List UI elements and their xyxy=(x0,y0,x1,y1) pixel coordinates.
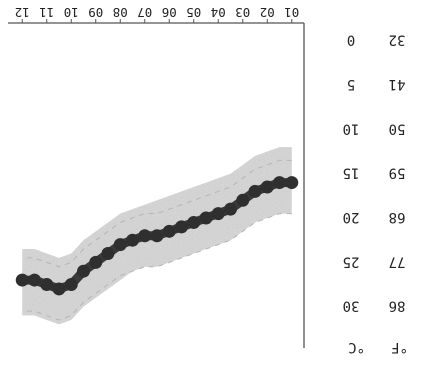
x-tick-label: 05 xyxy=(186,5,201,20)
celsius-axis: 30 25 20 15 10 5 0 xyxy=(343,32,360,314)
fahrenheit-unit-label: °F xyxy=(391,339,408,355)
dashed-guides xyxy=(22,159,292,321)
x-tick-label: 07 xyxy=(137,5,152,20)
celsius-tick-label: 0 xyxy=(347,32,355,48)
fahrenheit-tick-label: 77 xyxy=(389,253,406,269)
x-tick-label: 03 xyxy=(235,5,250,20)
data-point xyxy=(77,264,90,278)
data-point xyxy=(211,207,225,221)
data-point xyxy=(273,176,286,190)
data-point xyxy=(138,229,152,243)
fahrenheit-tick-label: 59 xyxy=(389,165,406,181)
data-point xyxy=(101,246,115,260)
fahrenheit-tick-label: 32 xyxy=(389,32,406,48)
data-point xyxy=(28,273,41,287)
celsius-tick-label: 5 xyxy=(347,76,355,92)
x-tick-label: 04 xyxy=(211,5,226,20)
x-tick-label: 11 xyxy=(39,5,54,20)
celsius-unit-label: °C xyxy=(348,339,365,355)
data-point xyxy=(113,238,127,252)
data-point xyxy=(162,224,176,238)
fahrenheit-tick-label: 68 xyxy=(389,209,406,225)
data-point xyxy=(15,273,29,287)
data-point xyxy=(285,176,299,190)
celsius-tick-label: 25 xyxy=(343,253,360,269)
data-point xyxy=(40,278,54,292)
data-point xyxy=(52,282,66,296)
dashed-guide xyxy=(22,159,292,268)
x-tick-label: 10 xyxy=(64,5,79,20)
x-tick-label: 09 xyxy=(88,5,103,20)
celsius-tick-label: 15 xyxy=(343,165,360,181)
data-point xyxy=(64,278,78,292)
x-tick-label: 01 xyxy=(284,5,299,20)
data-point xyxy=(236,193,250,207)
data-point xyxy=(89,255,103,269)
x-tick-label: 12 xyxy=(15,5,30,20)
x-axis-ticks: 01 02 03 04 05 06 07 08 09 10 11 12 xyxy=(15,5,299,23)
data-point xyxy=(199,211,213,225)
fahrenheit-tick-label: 86 xyxy=(389,298,406,314)
celsius-tick-label: 10 xyxy=(343,120,360,136)
data-point xyxy=(175,220,188,234)
fahrenheit-tick-label: 50 xyxy=(389,120,406,136)
data-point xyxy=(224,202,237,216)
fahrenheit-axis: 86 77 68 59 50 41 32 xyxy=(389,32,406,314)
celsius-tick-label: 30 xyxy=(343,298,360,314)
fahrenheit-tick-label: 41 xyxy=(389,76,406,92)
series-points xyxy=(15,176,299,296)
data-point xyxy=(126,233,139,247)
dashed-guide xyxy=(22,213,292,321)
x-tick-label: 08 xyxy=(113,5,128,20)
plot-area xyxy=(15,147,299,325)
x-tick-label: 06 xyxy=(162,5,177,20)
x-tick-label: 02 xyxy=(260,5,275,20)
data-point xyxy=(248,184,262,198)
data-point xyxy=(150,229,164,243)
data-point xyxy=(260,180,274,194)
celsius-tick-label: 20 xyxy=(343,209,360,225)
data-point xyxy=(187,215,201,229)
